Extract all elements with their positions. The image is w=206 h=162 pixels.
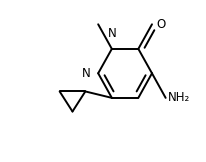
Text: NH₂: NH₂ bbox=[168, 91, 190, 104]
Text: O: O bbox=[156, 18, 165, 31]
Text: N: N bbox=[82, 67, 91, 80]
Text: N: N bbox=[108, 27, 116, 40]
